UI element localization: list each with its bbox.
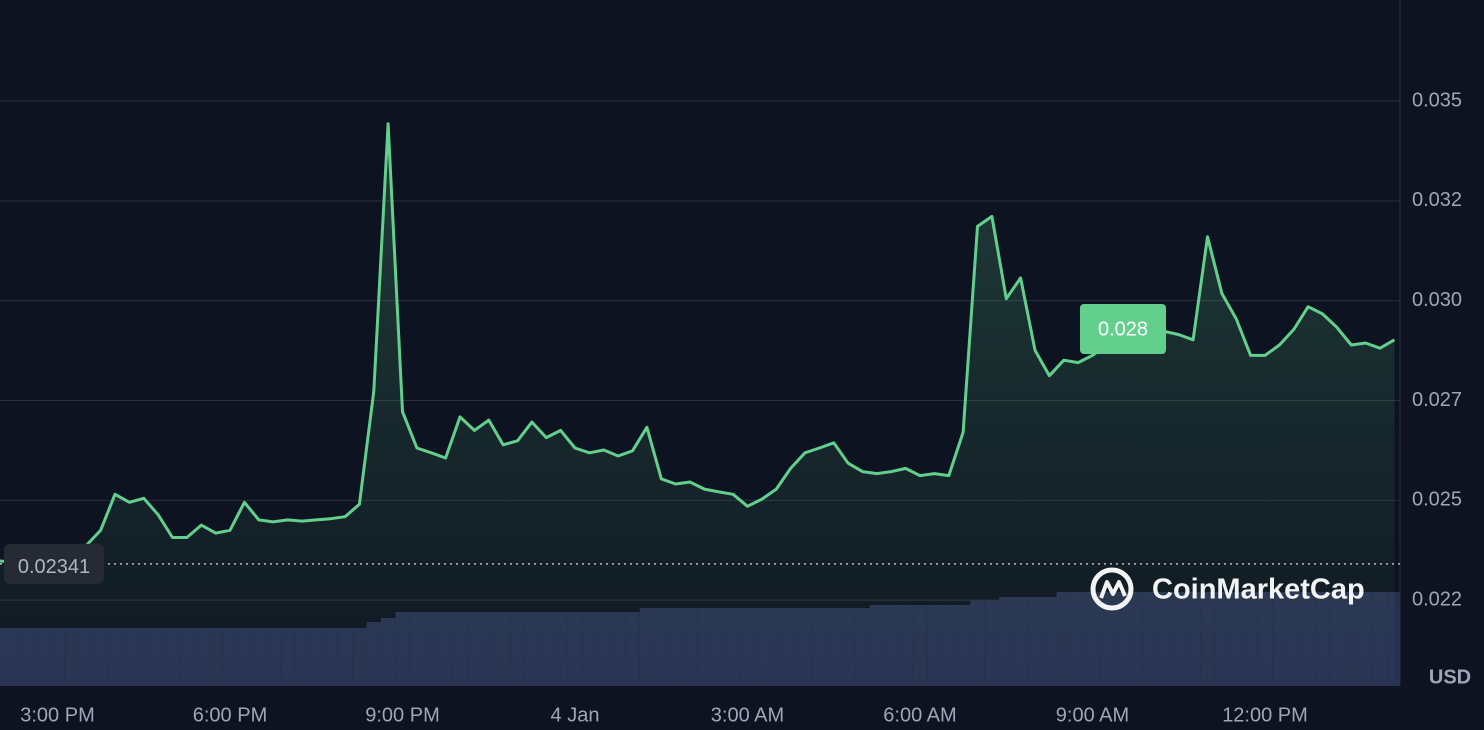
y-tick-label: 0.032 — [1412, 189, 1462, 211]
logo-ring — [1090, 567, 1134, 611]
x-tick-label: 12:00 PM — [1222, 704, 1308, 726]
price-area — [0, 123, 1395, 687]
reference-label-box — [4, 543, 104, 584]
watermark: CoinMarketCap — [1090, 567, 1365, 611]
logo-mark — [1099, 580, 1127, 599]
x-tick-label: 3:00 AM — [711, 704, 784, 726]
watermark-text: CoinMarketCap — [1152, 574, 1365, 606]
x-tick-label: 9:00 AM — [1056, 704, 1129, 726]
x-tick-label: 4 Jan — [551, 704, 600, 726]
annotation-label: 0.028 — [1098, 318, 1148, 340]
overlay-layer: 0.022 0.025 0.027 0.030 0.032 0.035 3:00 PM 6:0… — [0, 89, 1462, 726]
x-tick-label: 9:00 PM — [365, 704, 439, 726]
y-tick-label: 0.027 — [1412, 389, 1462, 411]
y-tick-label: 0.030 — [1412, 289, 1462, 311]
x-tick-label: 6:00 PM — [193, 704, 267, 726]
y-tick-label: 0.022 — [1412, 588, 1462, 610]
x-tick-label: 3:00 PM — [20, 704, 94, 726]
y-tick-label: 0.025 — [1412, 489, 1462, 511]
y-tick-label: 0.035 — [1412, 89, 1462, 111]
annotation-box — [1080, 304, 1166, 354]
reference-label: 0.02341 — [18, 556, 90, 578]
x-tick-label: 6:00 AM — [883, 704, 956, 726]
currency-label: USD — [1429, 666, 1471, 688]
